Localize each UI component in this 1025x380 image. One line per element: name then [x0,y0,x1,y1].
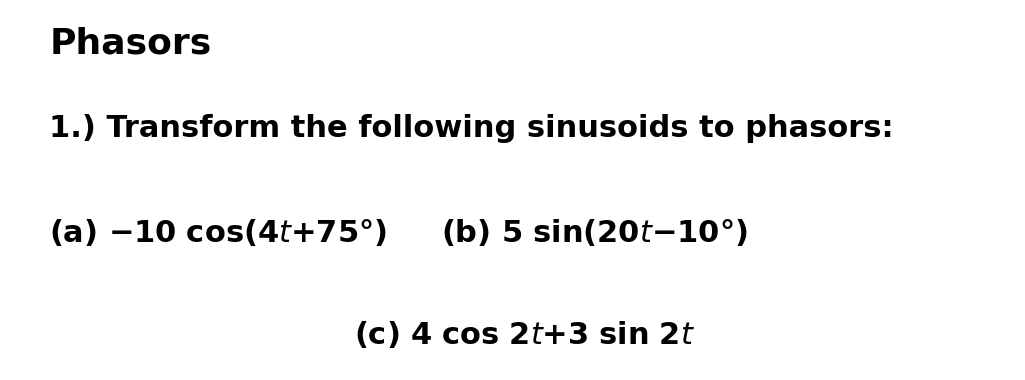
Text: (b) $\mathbf{5\ sin(20}$$t$$\mathbf{- 10°)}$: (b) $\mathbf{5\ sin(20}$$t$$\mathbf{- 10… [441,217,747,248]
Text: (c) $\mathbf{4\ cos\ 2}$$t$$\mathbf{+ 3\ sin\ 2}$$t$: (c) $\mathbf{4\ cos\ 2}$$t$$\mathbf{+ 3\… [354,319,695,350]
Text: (a) $\mathbf{-10\ cos(4}$$t$$\mathbf{+ 75°)}$: (a) $\mathbf{-10\ cos(4}$$t$$\mathbf{+ 7… [49,217,387,248]
Text: 1.) Transform the following sinusoids to phasors:: 1.) Transform the following sinusoids to… [49,114,894,143]
Text: Phasors: Phasors [49,27,211,60]
